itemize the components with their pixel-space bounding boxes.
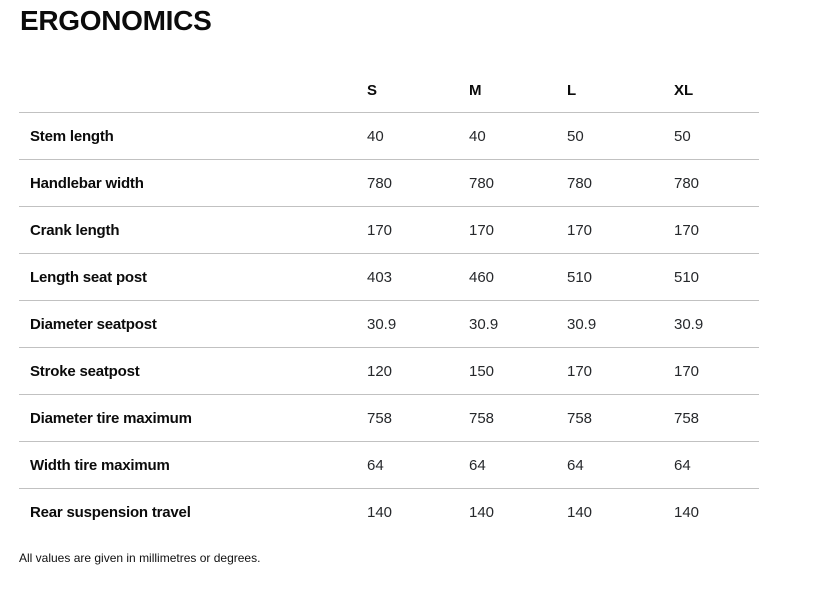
table-header-row: S M L XL (19, 68, 759, 113)
table-row: Handlebar width 780 780 780 780 (19, 160, 759, 207)
spec-value: 170 (674, 221, 700, 239)
table-row: Diameter seatpost 30.9 30.9 30.9 30.9 (19, 301, 759, 348)
column-header-m: M (469, 81, 482, 99)
spec-value: 758 (469, 409, 495, 427)
spec-value: 170 (567, 221, 593, 239)
row-label: Crank length (30, 221, 120, 239)
spec-value: 510 (567, 268, 593, 286)
spec-value: 150 (469, 362, 495, 380)
spec-value: 780 (469, 174, 495, 192)
column-header-l: L (567, 81, 577, 99)
spec-value: 758 (367, 409, 393, 427)
units-footnote: All values are given in millimetres or d… (19, 551, 261, 565)
spec-value: 140 (367, 504, 393, 521)
table-row: Stroke seatpost 120 150 170 170 (19, 348, 759, 395)
spec-value: 64 (367, 456, 384, 474)
row-label: Handlebar width (30, 174, 144, 192)
row-label: Diameter seatpost (30, 315, 157, 333)
spec-value: 758 (674, 409, 700, 427)
row-label: Rear suspension travel (30, 504, 191, 521)
section-title: ERGONOMICS (20, 5, 212, 36)
spec-value: 30.9 (469, 315, 499, 333)
spec-value: 170 (567, 362, 593, 380)
spec-value: 170 (674, 362, 700, 380)
table-row: Length seat post 403 460 510 510 (19, 254, 759, 301)
spec-value: 140 (674, 504, 700, 521)
spec-value: 780 (674, 174, 700, 192)
spec-value: 780 (567, 174, 593, 192)
spec-value: 780 (367, 174, 393, 192)
row-label: Diameter tire maximum (30, 409, 192, 427)
row-label: Stem length (30, 127, 114, 145)
column-header-s: S (367, 81, 378, 99)
spec-value: 170 (367, 221, 393, 239)
spec-value: 50 (674, 127, 691, 145)
spec-value: 64 (567, 456, 584, 474)
table-row: Stem length 40 40 50 50 (19, 113, 759, 160)
spec-value: 40 (469, 127, 486, 145)
spec-value: 50 (567, 127, 584, 145)
spec-value: 758 (567, 409, 593, 427)
spec-value: 30.9 (674, 315, 704, 333)
spec-value: 64 (674, 456, 691, 474)
spec-value: 460 (469, 268, 495, 286)
column-header-xl: XL (674, 81, 694, 99)
spec-value: 30.9 (367, 315, 397, 333)
spec-value: 140 (469, 504, 495, 521)
spec-value: 140 (567, 504, 593, 521)
spec-value: 30.9 (567, 315, 597, 333)
row-label: Width tire maximum (30, 456, 170, 474)
spec-value: 403 (367, 268, 393, 286)
ergonomics-section: ERGONOMICS S M L XL Stem length 40 40 50 50 Hand… (19, 5, 759, 565)
table-row: Crank length 170 170 170 170 (19, 207, 759, 254)
table-row: Rear suspension travel 140 140 140 140 (19, 489, 759, 536)
spec-value: 40 (367, 127, 384, 145)
spec-value: 510 (674, 268, 700, 286)
spec-value: 64 (469, 456, 486, 474)
spec-value: 170 (469, 221, 495, 239)
ergonomics-table: S M L XL Stem length 40 40 50 50 Handlebar width… (19, 68, 759, 536)
row-label: Length seat post (30, 268, 147, 286)
table-row: Diameter tire maximum 758 758 758 758 (19, 395, 759, 442)
row-label: Stroke seatpost (30, 362, 140, 380)
spec-value: 120 (367, 362, 393, 380)
table-row: Width tire maximum 64 64 64 64 (19, 442, 759, 489)
